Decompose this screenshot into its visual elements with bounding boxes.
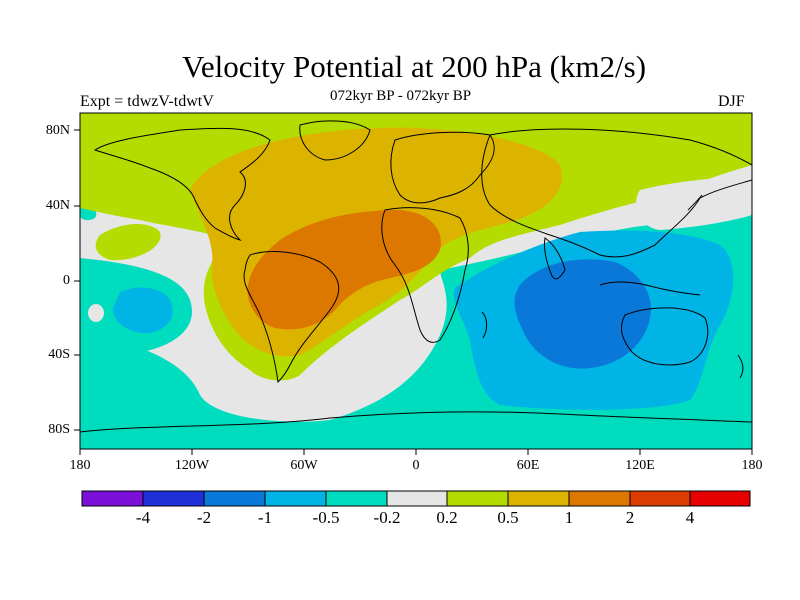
region-dark-orange	[247, 210, 441, 330]
plot-subtitle: 072kyr BP - 072kyr BP	[330, 88, 472, 104]
plot-title: Velocity Potential at 200 hPa (km2/s)	[181, 49, 647, 84]
colorbar-box	[142, 490, 205, 507]
colorbar-box	[507, 490, 570, 507]
colorbar-label: 0.5	[497, 508, 519, 527]
colorbar-label: -4	[135, 508, 151, 527]
colorbar-label: 4	[685, 508, 695, 527]
lon-label: 60E	[516, 458, 540, 473]
lon-label: 0	[412, 458, 420, 473]
colorbar-box	[81, 490, 144, 507]
coastline-new-zealand	[737, 354, 744, 379]
lat-label: 80N	[45, 123, 70, 138]
coastline-madagascar	[481, 311, 488, 339]
lon-label: 180	[69, 458, 91, 473]
region-indian-blue	[514, 259, 651, 369]
colorbar-label: -0.2	[373, 508, 401, 527]
coastline-indonesia	[599, 281, 701, 296]
experiment-label: Expt = tdwzV-tdwtV	[80, 93, 214, 110]
coastline-europe	[390, 131, 495, 204]
coastline-india	[544, 237, 566, 280]
lon-label: 60W	[290, 458, 318, 473]
colorbar-label: 0.2	[436, 508, 458, 527]
colorbar-label: -2	[196, 508, 212, 527]
coastline-asia	[481, 128, 752, 258]
lat-label: 0	[63, 273, 70, 288]
colorbar-box	[264, 490, 327, 507]
colorbar-box	[446, 490, 509, 507]
colorbar-label: 1	[564, 508, 574, 527]
colorbar-label: -0.5	[312, 508, 340, 527]
lon-label: 120W	[174, 458, 210, 473]
contour-field	[80, 113, 752, 449]
coastline-north-america	[93, 127, 271, 241]
lat-label: 80S	[48, 422, 70, 437]
colorbar-box	[325, 490, 388, 507]
colorbar-box	[203, 490, 266, 507]
lon-ticks	[79, 449, 753, 455]
colorbar	[81, 490, 751, 507]
colorbar-label: 2	[625, 508, 635, 527]
coastline-south-america	[243, 250, 340, 384]
region-east-pacific-cyan	[112, 287, 173, 334]
season-label: DJF	[718, 93, 745, 110]
region-small-white	[88, 304, 104, 322]
colorbar-box	[629, 490, 691, 507]
lon-label: 120E	[625, 458, 655, 473]
lat-ticks	[74, 129, 80, 431]
lat-label: 40S	[48, 347, 70, 362]
colorbar-box	[689, 490, 751, 507]
lon-label: 180	[741, 458, 763, 473]
coastlines	[80, 120, 752, 433]
lat-label: 40N	[45, 198, 70, 213]
coastline-japan	[687, 194, 703, 211]
colorbar-box	[386, 490, 448, 507]
coastline-antarctica	[80, 411, 752, 433]
colorbar-label: -1	[257, 508, 273, 527]
region-west-yellowgreen	[95, 224, 161, 261]
coastline-australia	[621, 307, 709, 366]
colorbar-box	[568, 490, 631, 507]
coastline-greenland	[299, 120, 371, 161]
coastline-africa	[381, 207, 469, 343]
